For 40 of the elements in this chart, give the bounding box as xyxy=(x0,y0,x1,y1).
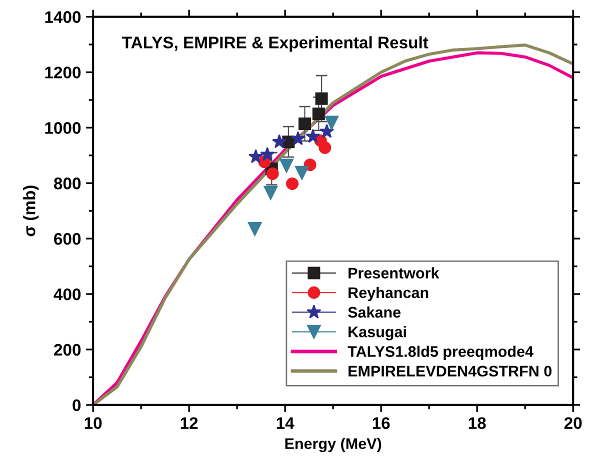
point xyxy=(306,128,320,143)
legend-label: Reyhancan xyxy=(348,286,428,302)
point xyxy=(248,222,262,236)
point xyxy=(266,167,279,180)
point xyxy=(272,134,287,148)
x-axis-title: Energy (MeV) xyxy=(285,438,382,452)
y-tick-label: 600 xyxy=(54,232,81,245)
x-tick-label: 18 xyxy=(468,417,486,429)
text: TALYS, EMPIRE & Experimental Result xyxy=(122,36,428,52)
point xyxy=(248,149,264,164)
legend-label: TALYS1.8ld5 preeqmode4 xyxy=(348,346,534,360)
legend-label: EMPIRELEVDEN4GSTRFN 0 xyxy=(348,366,552,377)
point xyxy=(286,177,299,190)
point xyxy=(318,141,332,154)
point xyxy=(260,146,275,161)
point xyxy=(280,158,294,173)
y-tick-label: 1200 xyxy=(45,66,81,78)
y-tick-label: 1000 xyxy=(45,122,81,134)
y-tick-label: 400 xyxy=(54,288,81,300)
point xyxy=(290,131,306,146)
y-tick-label: 800 xyxy=(54,178,81,190)
legend-label: Presentwork xyxy=(348,267,440,279)
y-tick-label: 200 xyxy=(54,344,81,356)
x-tick-label: 14 xyxy=(276,417,294,429)
point xyxy=(298,118,312,130)
point xyxy=(264,186,278,200)
x-tick-label: 16 xyxy=(372,417,390,429)
x-tick-label: 10 xyxy=(84,417,102,429)
y-tick-label: 0 xyxy=(72,399,81,412)
point xyxy=(320,124,334,138)
point xyxy=(294,166,309,180)
point xyxy=(324,116,339,130)
y-axis-title: σ (mb) xyxy=(23,186,39,236)
y-tick-label: 1400 xyxy=(45,11,81,23)
legend-label: Sakane xyxy=(348,306,401,318)
legend-label: Kasugai xyxy=(348,326,406,340)
point xyxy=(315,92,328,105)
point xyxy=(312,108,325,120)
x-tick-label: 20 xyxy=(564,417,582,429)
x-tick-label: 12 xyxy=(180,417,198,429)
